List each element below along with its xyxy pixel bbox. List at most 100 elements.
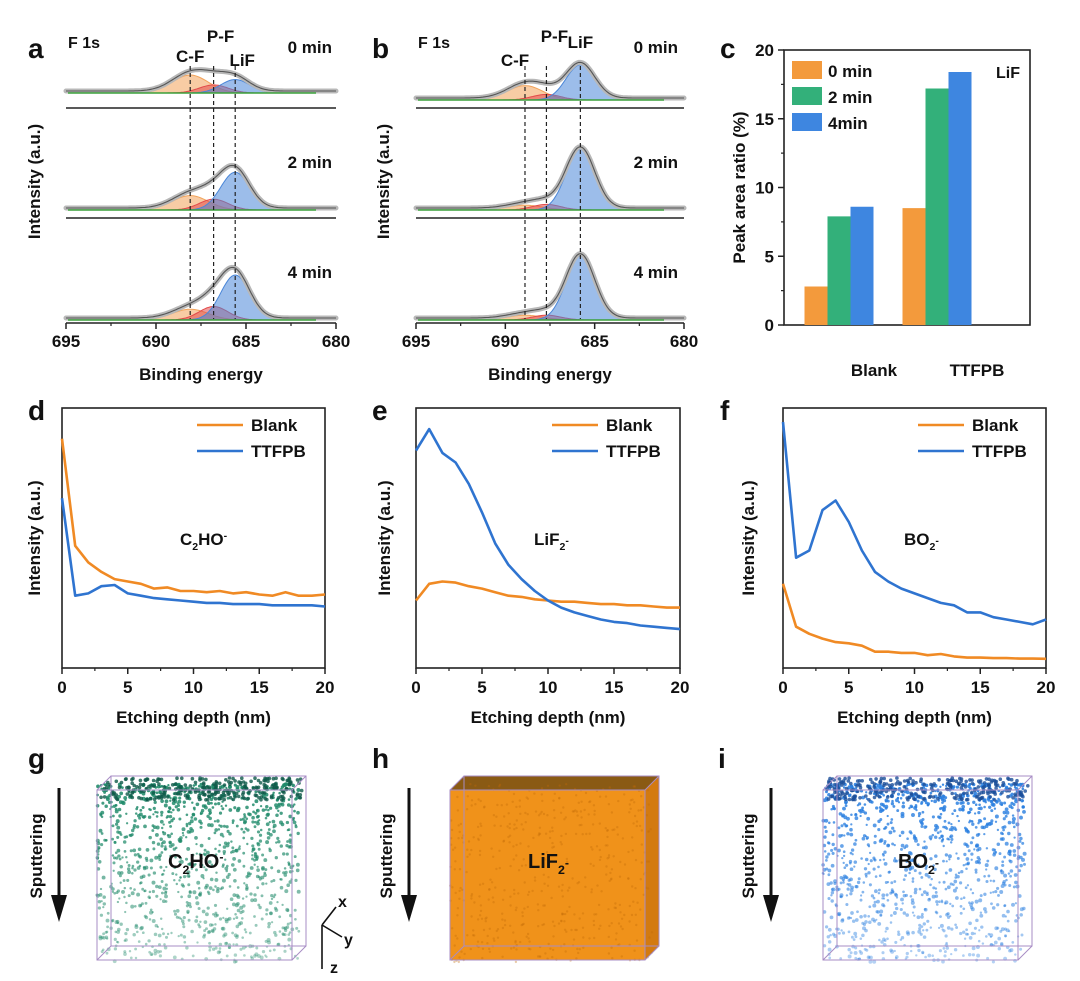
voxel	[893, 858, 897, 863]
surface-voxel	[233, 794, 237, 799]
voxel	[222, 934, 226, 938]
voxel	[153, 932, 158, 937]
voxel	[921, 817, 925, 822]
voxel	[890, 802, 895, 806]
voxel	[172, 817, 176, 821]
voxel	[265, 882, 268, 885]
panel-label-i: i	[718, 743, 726, 774]
voxel	[881, 893, 886, 898]
voxel	[458, 889, 461, 893]
voxel	[606, 829, 609, 832]
voxel	[942, 825, 945, 829]
voxel	[533, 876, 537, 879]
surface-voxel	[214, 781, 219, 786]
surface-voxel	[826, 797, 831, 801]
surface-voxel	[289, 794, 294, 799]
panel-label-c: c	[720, 33, 736, 64]
voxel	[572, 938, 576, 941]
voxel	[233, 806, 237, 810]
voxel	[147, 815, 152, 819]
voxel	[255, 946, 259, 950]
voxel	[605, 865, 608, 868]
surface-voxel	[839, 780, 843, 784]
voxel	[629, 799, 633, 802]
voxel	[248, 931, 252, 935]
voxel	[229, 897, 234, 901]
surface-voxel	[201, 782, 206, 787]
voxel	[470, 799, 474, 802]
voxel	[884, 799, 888, 803]
voxel	[883, 842, 886, 845]
voxel	[592, 923, 596, 927]
voxel	[195, 901, 200, 906]
voxel	[182, 874, 187, 879]
surface-voxel	[259, 798, 263, 802]
voxel	[607, 803, 611, 806]
voxel	[546, 884, 550, 887]
voxel	[276, 942, 280, 947]
voxel	[145, 859, 149, 862]
voxel	[866, 816, 871, 821]
voxel	[956, 814, 959, 818]
voxel	[872, 867, 876, 871]
voxel	[963, 937, 967, 940]
voxel	[509, 895, 512, 898]
voxel	[937, 926, 941, 930]
voxel	[623, 793, 626, 796]
surface-voxel	[299, 788, 304, 793]
voxel	[469, 783, 472, 786]
voxel	[990, 809, 994, 813]
voxel	[883, 862, 888, 866]
surface-voxel	[231, 797, 236, 802]
voxel	[568, 886, 571, 889]
x-tick-label: 15	[605, 678, 624, 697]
panel-label-b: b	[372, 33, 389, 64]
voxel	[942, 880, 946, 884]
voxel	[590, 891, 593, 894]
voxel	[159, 917, 163, 920]
voxel	[831, 932, 836, 936]
voxel	[174, 846, 178, 850]
voxel	[284, 889, 289, 894]
voxel	[201, 804, 206, 808]
voxel	[930, 877, 933, 881]
voxel	[956, 875, 960, 879]
voxel	[1011, 814, 1015, 817]
voxel	[909, 851, 913, 856]
voxel	[259, 804, 263, 808]
voxel	[274, 933, 278, 937]
voxel	[512, 946, 516, 949]
voxel	[607, 856, 610, 859]
voxel	[253, 825, 257, 829]
voxel	[249, 892, 253, 896]
voxel	[478, 883, 482, 886]
voxel	[114, 930, 118, 934]
voxel	[881, 897, 884, 900]
voxel	[822, 910, 827, 914]
surface-voxel	[231, 776, 235, 781]
surface-voxel	[274, 776, 278, 781]
voxel	[954, 873, 958, 877]
series-line-ttfpb	[781, 421, 1047, 626]
surface-voxel	[937, 777, 941, 782]
surface-voxel	[984, 777, 989, 781]
voxel	[945, 946, 949, 950]
panel-label-f: f	[720, 395, 730, 426]
voxel	[627, 877, 630, 880]
voxel	[267, 828, 271, 831]
voxel	[224, 804, 228, 807]
voxel	[232, 959, 237, 964]
voxel	[908, 871, 911, 875]
voxel	[295, 862, 300, 867]
surface-voxel	[141, 782, 146, 787]
surface-voxel	[962, 791, 966, 796]
voxel	[162, 840, 166, 844]
voxel	[206, 930, 211, 935]
voxel	[974, 860, 979, 864]
voxel	[949, 882, 953, 886]
voxel	[125, 927, 130, 932]
voxel	[179, 857, 183, 860]
x-tick-label: 5	[123, 678, 132, 697]
voxel	[876, 783, 881, 788]
